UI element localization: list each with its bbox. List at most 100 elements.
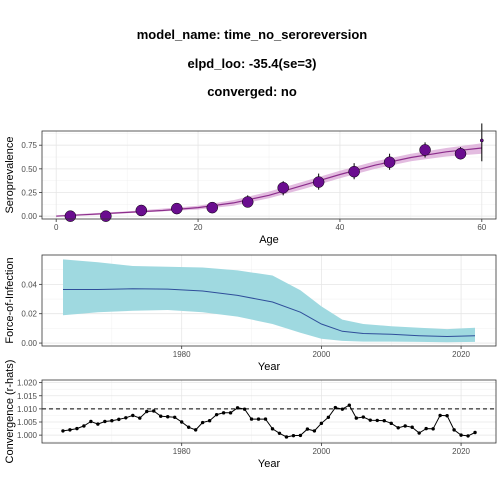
foi-panel-border — [41, 254, 497, 347]
sero-data-point — [312, 176, 325, 188]
sero-data-point — [454, 147, 467, 160]
rhat-point — [68, 428, 72, 432]
rhat-point — [382, 418, 386, 423]
rhat-panel-border — [41, 379, 497, 444]
foi-x-axis-title: Year — [258, 361, 281, 373]
rhat-point — [410, 425, 414, 429]
converged-title: converged: no — [207, 84, 297, 99]
sero-data-point — [241, 196, 254, 208]
rhat-point — [445, 414, 449, 418]
sero-data-point — [419, 144, 431, 156]
rhat-point — [96, 422, 100, 426]
rhat-point — [263, 417, 268, 421]
sero-data-point — [277, 182, 289, 194]
rhat-point — [207, 418, 212, 423]
rhat-y-tick-label: 1.000 — [17, 431, 38, 440]
rhat-point — [431, 427, 435, 431]
rhat-point — [459, 433, 463, 437]
rhat-point — [103, 419, 107, 424]
foi-y-tick-label: 0.02 — [21, 310, 37, 319]
rhat-point — [389, 421, 393, 426]
rhat-point — [124, 416, 128, 420]
rhat-point — [312, 429, 317, 433]
rhat-point — [424, 426, 428, 431]
rhat-point — [354, 416, 359, 420]
rhat-point — [256, 417, 261, 421]
elpd-title: elpd_loo: -35.4(se=3) — [187, 56, 317, 71]
rhat-point — [159, 414, 163, 418]
foi-y-tick-label: 0.00 — [21, 339, 37, 348]
rhat-y-tick-label: 1.015 — [17, 392, 38, 401]
rhat-point — [186, 425, 191, 429]
rhat-point — [305, 427, 310, 431]
rhat-point — [166, 415, 170, 419]
rhat-point — [438, 413, 442, 418]
rhat-y-tick-label: 1.010 — [17, 405, 38, 414]
sero-x-tick-label: 20 — [194, 223, 203, 232]
rhat-point — [82, 424, 86, 428]
rhat-point — [347, 403, 352, 407]
rhat-point — [152, 409, 156, 413]
rhat-point — [193, 428, 198, 432]
rhat-point — [179, 420, 184, 424]
rhat-point — [61, 429, 65, 433]
rhat-point — [473, 430, 477, 435]
foi-y-axis-title: Force-of-Infection — [4, 257, 16, 343]
foi-y-tick-label: 0.04 — [21, 280, 37, 289]
sero-data-point — [348, 165, 360, 178]
foi-x-tick-label: 2000 — [312, 350, 330, 359]
rhat-y-tick-label: 1.020 — [17, 379, 38, 388]
rhat-point — [145, 409, 149, 414]
sero-data-point — [479, 138, 484, 143]
rhat-point — [110, 418, 114, 423]
rhat-point — [361, 415, 365, 419]
sero-data-point — [206, 201, 218, 214]
sero-credible-band — [56, 143, 482, 217]
sero-x-axis-title: Age — [259, 234, 279, 246]
rhat-point — [131, 413, 135, 418]
sero-y-tick-label: 0.25 — [21, 189, 37, 198]
rhat-plot-background — [42, 380, 496, 443]
sero-x-tick-label: 0 — [54, 223, 59, 232]
sero-panel-border — [41, 130, 497, 220]
sero-x-tick-label: 40 — [335, 223, 344, 232]
foi-x-tick-label: 2020 — [452, 350, 470, 359]
rhat-point — [298, 433, 303, 438]
sero-data-point — [383, 156, 396, 168]
rhat-y-tick-label: 1.005 — [17, 418, 38, 427]
sero-data-point — [100, 210, 112, 222]
rhat-point — [242, 407, 247, 411]
rhat-point — [466, 434, 470, 438]
rhat-point — [200, 420, 205, 425]
rhat-point — [319, 421, 324, 426]
sero-median-line — [56, 147, 482, 217]
rhat-point — [375, 418, 379, 423]
rhat-point — [403, 424, 407, 428]
rhat-point — [173, 415, 177, 419]
rhat-point — [396, 426, 400, 430]
rhat-point — [138, 416, 142, 420]
sero-data-point — [64, 210, 77, 222]
rhat-point — [228, 411, 233, 415]
rhat-point — [284, 435, 289, 439]
rhat-x-tick-label: 2020 — [452, 447, 470, 456]
sero-data-point — [171, 202, 183, 215]
rhat-x-axis-title: Year — [258, 458, 281, 470]
rhat-point — [291, 433, 296, 438]
rhat-point — [75, 426, 79, 431]
foi-x-tick-label: 1980 — [173, 350, 191, 359]
model-name-title: model_name: time_no_seroreversion — [136, 27, 368, 42]
rhat-y-axis-title: Convergence (r-hats) — [4, 360, 16, 464]
rhat-x-tick-label: 1980 — [173, 447, 191, 456]
rhat-point — [89, 419, 93, 424]
rhat-x-tick-label: 2000 — [312, 447, 330, 456]
sero-x-tick-label: 60 — [477, 223, 486, 232]
sero-y-tick-label: 0.75 — [21, 141, 37, 150]
rhat-point — [214, 412, 219, 417]
rhat-point — [235, 406, 240, 410]
sero-y-tick-label: 0.00 — [21, 212, 37, 221]
rhat-point — [340, 407, 345, 411]
sero-y-axis-title: Seroprevalence — [4, 136, 16, 213]
rhat-point — [368, 418, 372, 422]
